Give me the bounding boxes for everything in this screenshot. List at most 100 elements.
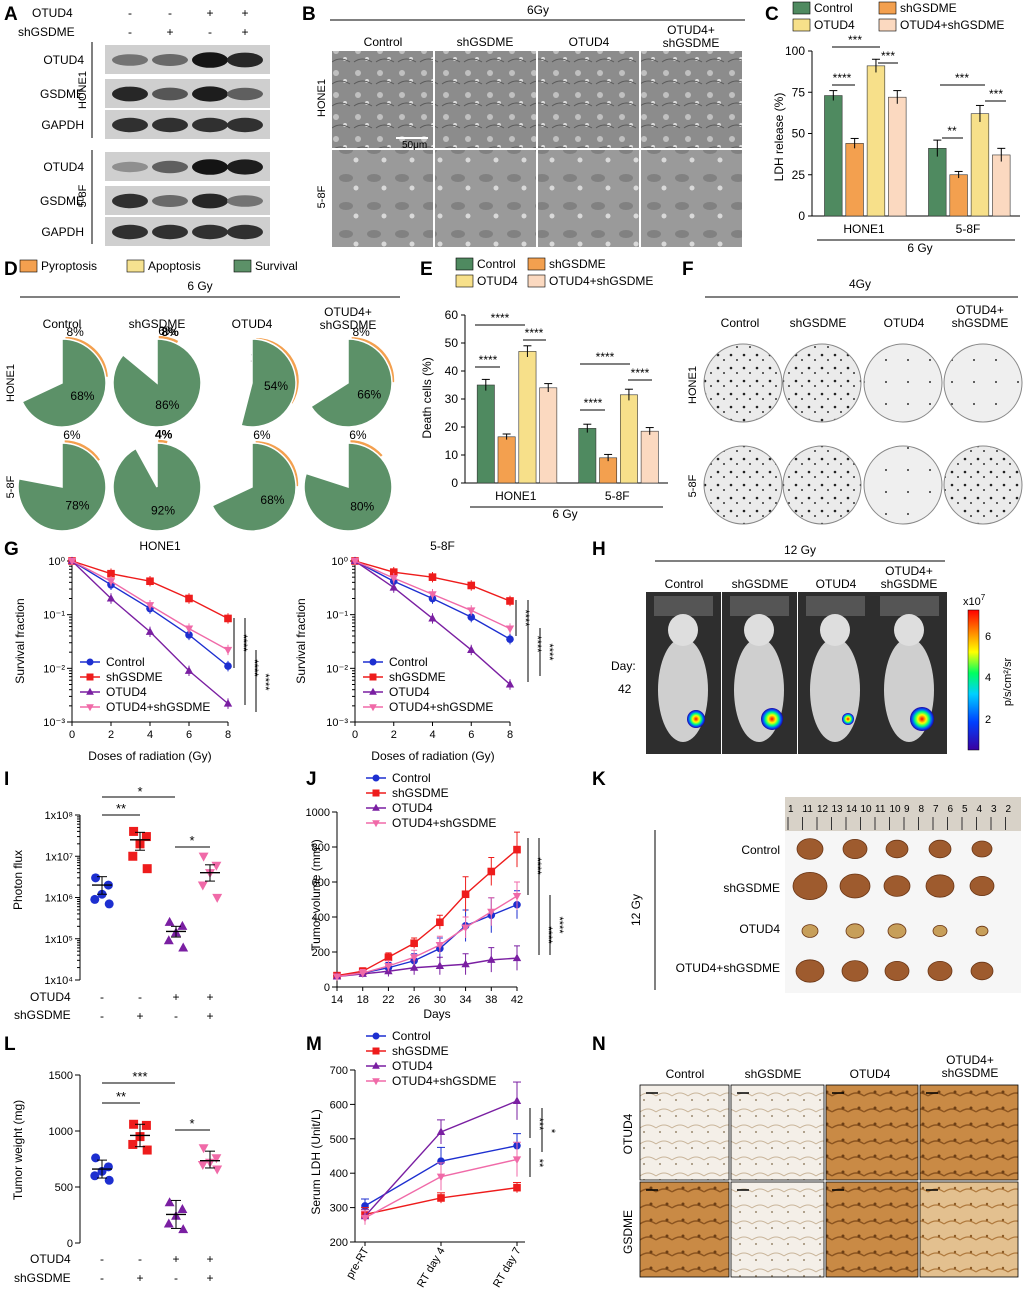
bar xyxy=(992,154,1011,217)
column-label: OTUD4 xyxy=(884,316,925,330)
ruler-number: 13 xyxy=(832,804,844,815)
data-point xyxy=(467,645,476,653)
bar-chart: 0 25 50 75 100 HONE1 5-8F xyxy=(785,44,1020,241)
y-tick-label: 1500 xyxy=(49,1070,73,1082)
pie-label: 8% xyxy=(352,325,370,339)
y-tick-label: 1x10⁴ xyxy=(44,975,73,987)
pie-label: 6% xyxy=(253,428,271,442)
tumor-signal xyxy=(687,710,705,728)
group-label: 6 Gy xyxy=(552,507,577,521)
dot-plot: 0 500 1000 1500 xyxy=(49,1070,223,1250)
sig-label: **** xyxy=(248,659,260,677)
bar xyxy=(476,384,495,484)
panel-letter: B xyxy=(302,4,316,25)
bar xyxy=(928,148,947,217)
culture-plate xyxy=(943,445,1023,525)
column-label: shGSDME xyxy=(320,318,377,332)
blot-band xyxy=(227,87,263,101)
x-axis-label: Doses of radiation (Gy) xyxy=(371,749,494,763)
data-point xyxy=(389,568,398,576)
western-blots: OTUD4 GSDME GAPDH OTUD4 GSDME GAPDH xyxy=(40,45,270,246)
sig-brackets xyxy=(475,324,652,411)
ruler-number: 14 xyxy=(846,804,858,815)
legend-label: Control xyxy=(392,1029,431,1043)
y-axis-label: Tumor weight (mg) xyxy=(11,1100,25,1200)
y-tick-label: 0 xyxy=(324,982,330,994)
data-point xyxy=(211,861,222,871)
sig-label: *** xyxy=(848,33,862,47)
data-point xyxy=(506,635,514,643)
blot-label: OTUD4 xyxy=(43,53,84,67)
y-axis-label: Survival fraction xyxy=(294,598,308,683)
sig-label: **** xyxy=(519,609,531,627)
blot-band xyxy=(152,160,188,174)
legend-label: OTUD4+shGSDME xyxy=(389,700,493,714)
column-label: shGSDME xyxy=(790,316,847,330)
bar xyxy=(497,436,516,484)
pie-label: 68% xyxy=(260,493,284,507)
mouse-head xyxy=(894,614,924,646)
x-tick-label: 0 xyxy=(352,729,358,741)
ruler-number: 10 xyxy=(861,804,873,815)
legend-label: Control xyxy=(389,655,428,669)
column-label: shGSDME xyxy=(457,35,514,49)
legend-label: Control xyxy=(477,257,516,271)
pie-slice xyxy=(240,338,297,428)
sign-mark: + xyxy=(206,990,213,1004)
data-point xyxy=(67,557,77,566)
sign-mark: - xyxy=(100,1252,104,1266)
data-point xyxy=(467,607,476,615)
tumor-specimen xyxy=(928,839,952,859)
blot-band xyxy=(227,224,263,240)
data-point xyxy=(487,867,496,876)
bar xyxy=(970,113,990,217)
cell-line-label: 5-8F xyxy=(77,184,89,207)
y-tick-label: 10⁻² xyxy=(43,663,65,675)
legend-label: OTUD4+shGSDME xyxy=(106,700,210,714)
tumor-specimen xyxy=(883,875,911,897)
ruler-number: 3 xyxy=(991,804,997,815)
y-tick-label: 400 xyxy=(312,912,330,924)
pie-label: 4% xyxy=(155,428,173,442)
row-label: OTUD4 xyxy=(30,1252,71,1266)
blot-band xyxy=(152,195,188,207)
sig-label: **** xyxy=(631,366,650,380)
data-point xyxy=(389,575,398,583)
panel-b: B 6Gy Control shGSDME OTUD4 OTUD4+ shGSD… xyxy=(302,3,745,247)
data-point xyxy=(224,662,232,670)
sign-mark: + xyxy=(206,1009,213,1023)
sign-mark: + xyxy=(241,25,248,39)
data-point xyxy=(178,942,189,952)
row-label: HONE1 xyxy=(316,79,328,117)
legend-marker xyxy=(372,820,380,828)
panel-letter: A xyxy=(4,4,18,25)
blot-band xyxy=(227,195,263,207)
ivis-clip xyxy=(880,596,939,616)
sig-label: **** xyxy=(542,926,554,944)
data-point xyxy=(360,1214,370,1223)
blot-band xyxy=(227,52,263,68)
legend: Pyroptosis Apoptosis Survival xyxy=(19,259,298,273)
sig-label: **** xyxy=(491,311,510,325)
data-point xyxy=(164,916,175,926)
ihc-image xyxy=(730,1181,825,1278)
column-label: shGSDME xyxy=(663,36,720,50)
legend-marker xyxy=(369,687,377,695)
panel-letter: I xyxy=(4,769,9,790)
scale-tick: 6 xyxy=(985,631,991,643)
column-label: OTUD4 xyxy=(816,577,857,591)
data-point xyxy=(145,627,155,635)
data-point xyxy=(512,1096,522,1104)
data-point xyxy=(436,918,444,927)
x-tick-label: 18 xyxy=(357,994,369,1006)
y-tick-label: 10⁻¹ xyxy=(43,610,65,622)
culture-plate xyxy=(703,445,783,525)
sig-label: **** xyxy=(553,916,565,934)
cell-line-label: HONE1 xyxy=(77,71,89,109)
data-point xyxy=(384,962,393,971)
pie-label: 92% xyxy=(151,503,175,517)
data-point xyxy=(428,573,437,581)
panel-h: H 12 Gy Control shGSDME OTUD4 OTUD4+ shG… xyxy=(592,539,1014,754)
data-point xyxy=(104,1175,114,1185)
